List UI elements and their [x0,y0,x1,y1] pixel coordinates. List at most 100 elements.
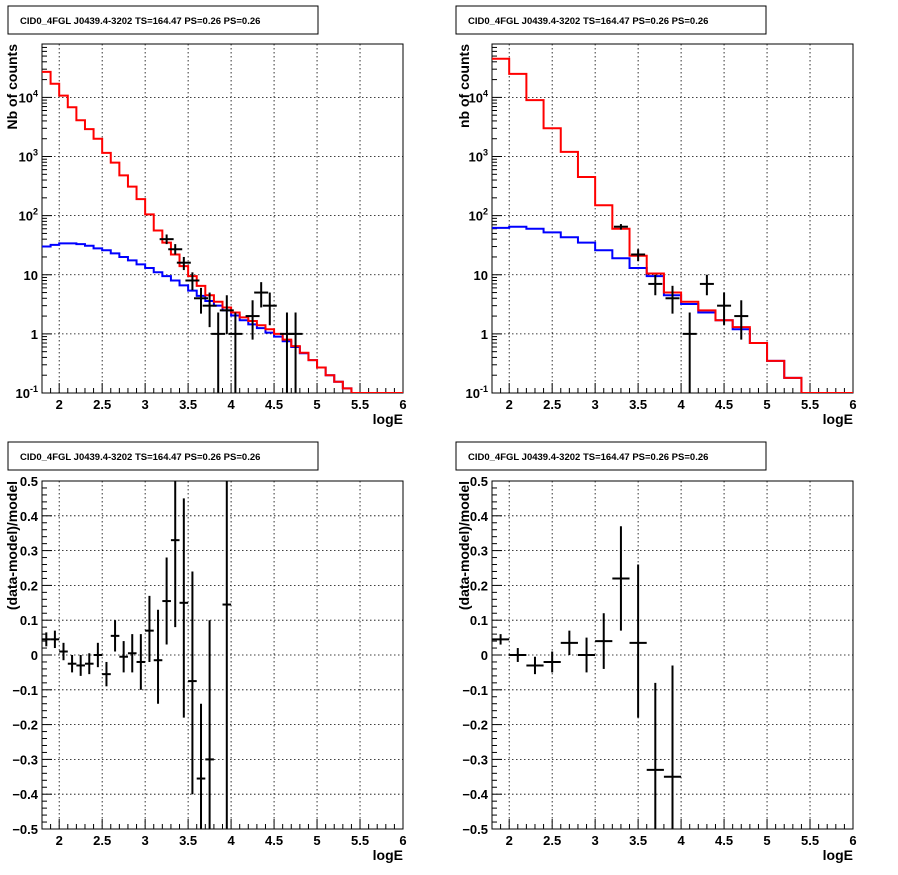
x-tick-label: 2.5 [93,833,111,848]
series-0-step-line [42,70,403,393]
y-tick-label: −0.5 [462,822,488,837]
x-tick-label: 6 [399,397,406,412]
x-tick-label: 4.5 [265,397,283,412]
y-tick-label: 1 [481,327,488,342]
x-tick-label: 2.5 [543,397,561,412]
x-tick-label: 3.5 [179,833,197,848]
data-point [205,620,214,829]
y-axis-label: nb of counts [456,44,472,128]
data-point [717,292,732,326]
y-tick-label: −0.2 [12,718,38,733]
x-axis-label: logE [373,847,403,863]
data-point [560,630,578,655]
x-tick-label: 5 [313,397,320,412]
y-tick-label: 0.3 [20,544,38,559]
y-axis-label: (data-model)/model [456,481,472,610]
y-tick-label: −0.3 [462,752,488,767]
y-tick-label: 10-1 [16,384,38,401]
x-tick-label: 2.5 [93,397,111,412]
y-tick-label: 103 [19,148,38,165]
chart-panel-3: CID0_4FGL J0439.4-3202 TS=164.47 PS=0.26… [4,441,407,863]
plot-area [492,526,682,829]
y-tick-label: 10 [24,268,38,283]
x-tick-label: 3 [592,833,599,848]
data-point [211,312,226,393]
y-tick-label: −0.4 [462,787,488,802]
x-tick-label: 5 [763,833,770,848]
data-point [682,312,697,393]
data-point [176,256,191,271]
x-tick-label: 6 [849,833,856,848]
x-tick-label: 5.5 [801,833,819,848]
data-point [119,641,128,673]
data-point [179,498,189,718]
data-point [50,630,60,649]
data-point [222,481,232,829]
data-point [646,682,664,829]
data-point [110,620,120,652]
x-tick-label: 3 [142,397,149,412]
data-point [219,295,234,334]
plot-area [492,57,853,393]
data-point [629,564,647,718]
y-tick-label: −0.3 [12,752,38,767]
x-tick-label: 4 [227,833,235,848]
x-axis-label: logE [823,847,853,863]
y-axis-label: (data-model)/model [4,481,20,610]
data-point [162,557,171,645]
chart-panel-2: CID0_4FGL J0439.4-3202 TS=164.47 PS=0.26… [455,5,857,427]
y-tick-label: −0.1 [462,683,488,698]
y-tick-label: 103 [469,148,488,165]
x-tick-label: 3.5 [629,833,647,848]
y-tick-label: 0.5 [20,474,38,489]
x-tick-label: 6 [849,397,856,412]
axis-ticks [41,480,404,830]
chart-title: CID0_4FGL J0439.4-3202 TS=164.47 PS=0.26… [20,452,260,463]
data-point [245,300,260,340]
data-point [76,655,85,676]
data-point [153,609,163,704]
data-point [194,287,209,314]
x-tick-label: 4 [677,833,685,848]
axis-ticks [491,480,854,830]
y-tick-label: −0.2 [462,718,488,733]
x-tick-label: 4.5 [715,833,733,848]
x-tick-label: 2.5 [543,833,561,848]
axis-ticks [491,43,854,394]
data-point [59,642,68,661]
x-axis-label: logE [373,411,403,427]
chart-title: CID0_4FGL J0439.4-3202 TS=164.47 PS=0.26… [20,16,260,27]
data-point [509,648,527,662]
data-point [492,634,510,645]
y-tick-label: −0.5 [12,822,38,837]
x-tick-label: 5 [763,397,770,412]
data-point [188,571,197,795]
data-point [699,274,714,296]
data-point [665,285,680,314]
y-tick-label: 102 [469,207,488,224]
x-tick-label: 4 [677,397,685,412]
data-point [159,234,174,245]
y-tick-label: −0.4 [12,787,38,802]
y-tick-label: −0.1 [12,683,38,698]
x-tick-label: 5.5 [801,397,819,412]
data-point [595,613,613,669]
x-tick-label: 3 [592,397,599,412]
x-tick-label: 5.5 [351,833,369,848]
y-tick-label: 0.2 [20,578,38,593]
y-tick-label: 0 [31,648,38,663]
grid-lines [42,481,403,829]
axis-ticks [41,43,404,394]
chart-title: CID0_4FGL J0439.4-3202 TS=164.47 PS=0.26… [468,452,708,463]
data-point [145,595,154,662]
x-tick-label: 6 [399,833,406,848]
x-tick-label: 2 [56,833,63,848]
x-tick-label: 3.5 [629,397,647,412]
x-tick-label: 3.5 [179,397,197,412]
x-tick-label: 4.5 [265,833,283,848]
data-point [127,634,137,673]
title-box [455,5,767,35]
data-point [288,312,303,393]
title-box [7,5,319,35]
